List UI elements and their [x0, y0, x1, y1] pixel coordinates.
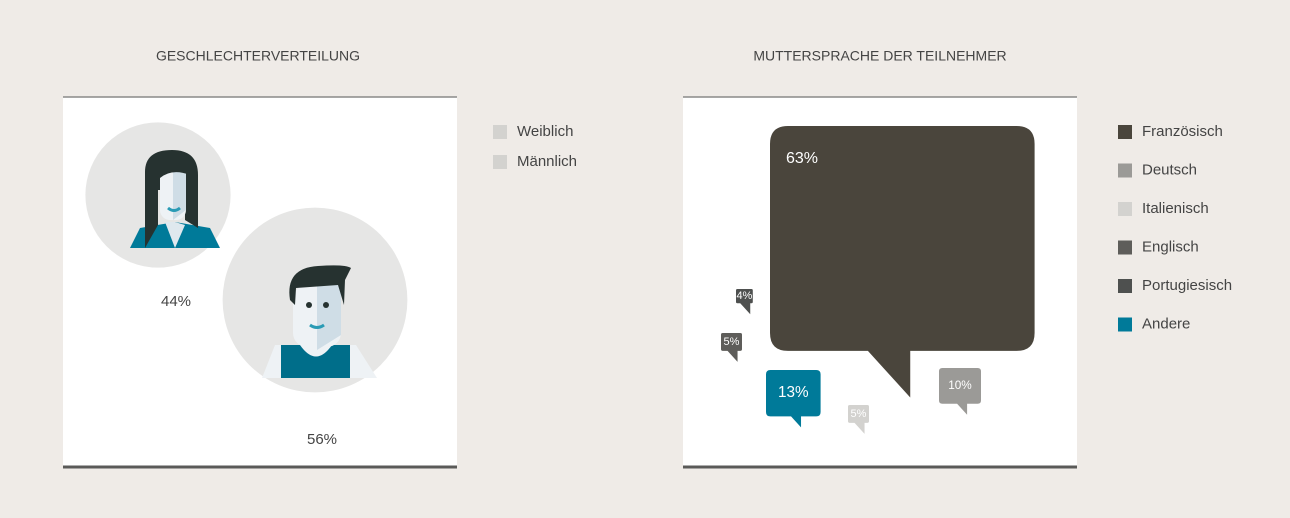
value-label: 13% [778, 384, 809, 401]
legend-swatch [1118, 202, 1132, 216]
value-label: 4% [736, 290, 752, 302]
legend-swatch [1118, 241, 1132, 255]
value-label: 56% [307, 431, 337, 448]
legend-label: Italienisch [1142, 200, 1209, 217]
legend-label: Männlich [517, 153, 577, 170]
value-label: 5% [724, 336, 740, 348]
chart-title: MUTTERSPRACHE DER TEILNEHMER [753, 48, 1006, 64]
legend-swatch [1118, 279, 1132, 293]
legend-label: Französisch [1142, 123, 1223, 140]
legend-label: Portugiesisch [1142, 277, 1232, 294]
legend-label: Deutsch [1142, 161, 1197, 178]
value-label: 63% [786, 150, 818, 167]
legend-label: Englisch [1142, 238, 1199, 255]
legend-swatch [493, 125, 507, 139]
legend-swatch [1118, 318, 1132, 332]
legend-swatch [1118, 125, 1132, 139]
legend-label: Weiblich [517, 123, 573, 140]
value-label: 5% [851, 408, 867, 420]
chart-title: GESCHLECHTERVERTEILUNG [156, 48, 360, 64]
value-label: 44% [161, 293, 191, 310]
legend-label: Andere [1142, 315, 1190, 332]
legend-swatch [1118, 164, 1132, 178]
legend-swatch [493, 155, 507, 169]
value-label: 10% [948, 379, 972, 392]
infographic: GESCHLECHTERVERTEILUNG MUTTERSPRACHE DER… [0, 0, 1290, 513]
